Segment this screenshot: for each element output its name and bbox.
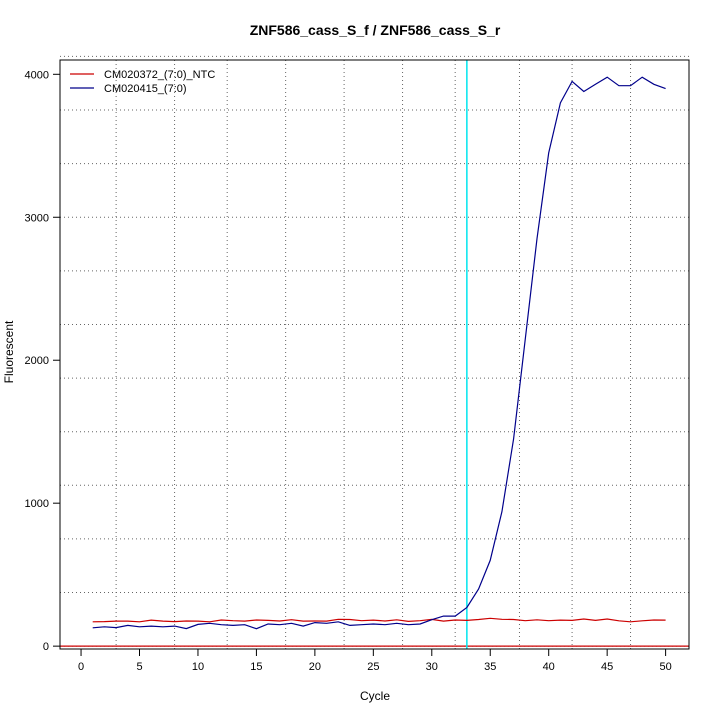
x-tick-label: 20: [309, 661, 321, 673]
y-tick-label: 1000: [25, 498, 49, 510]
series-line-2: [92, 76, 666, 630]
x-tick-label: 50: [659, 661, 671, 673]
x-tick-label: 5: [136, 661, 142, 673]
chart-title: ZNF586_cass_S_f / ZNF586_cass_S_r: [250, 22, 501, 38]
x-tick-label: 25: [367, 661, 379, 673]
plot-frame: [59, 59, 690, 650]
x-axis-label: Cycle: [360, 689, 390, 703]
x-tick-label: 30: [426, 661, 438, 673]
legend: CM020372_(7:0)_NTC CM020415_(7:0): [70, 69, 215, 95]
y-axis-label: Fluorescent: [2, 320, 16, 383]
legend-label-1: CM020372_(7:0)_NTC: [104, 69, 215, 81]
y-tick-label: 0: [43, 641, 49, 653]
series-lines: [92, 76, 666, 630]
reference-lines: [60, 60, 689, 649]
x-tick-label: 10: [192, 661, 204, 673]
y-tick-label: 4000: [25, 69, 49, 81]
series-line-1: [92, 617, 666, 623]
axes: 0 5 10 15 20 25 30 35 40 45 50 0 1000 2000 3000 4000: [25, 59, 690, 673]
x-tick-label: 45: [601, 661, 613, 673]
x-tick-label: 15: [250, 661, 262, 673]
x-tick-label: 40: [543, 661, 555, 673]
legend-label-2: CM020415_(7:0): [104, 83, 187, 95]
x-tick-label: 0: [78, 661, 84, 673]
y-tick-label: 3000: [25, 212, 49, 224]
y-tick-label: 2000: [25, 355, 49, 367]
grid: [60, 55, 689, 649]
x-tick-label: 35: [484, 661, 496, 673]
